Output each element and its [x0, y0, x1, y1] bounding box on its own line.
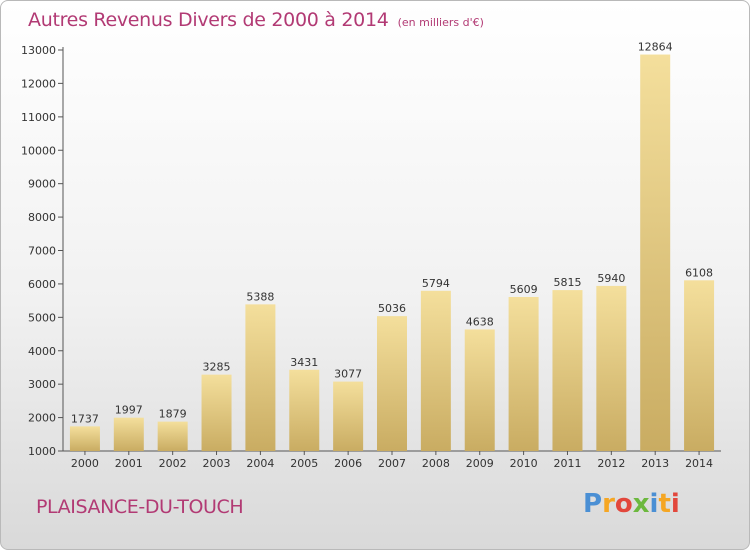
bar-value-label: 5815 [553, 276, 581, 289]
y-tick-label: 4000 [28, 345, 56, 358]
bar-layer: 1737 1997 1879 3285 5388 3431 3077 5036 5794 4638… [69, 41, 715, 451]
bar [113, 417, 144, 451]
bar [157, 421, 188, 451]
x-tick-label: 2002 [159, 457, 187, 470]
bar-value-label: 3077 [334, 368, 362, 381]
x-tick-label: 2014 [685, 457, 713, 470]
y-tick-label: 12000 [21, 77, 56, 90]
x-tick-label: 2009 [466, 457, 494, 470]
bar-value-label: 5794 [422, 277, 450, 290]
bar-value-label: 1737 [71, 412, 99, 425]
bar [245, 304, 276, 451]
logo-letter: x [632, 489, 650, 519]
bar [69, 426, 100, 451]
x-tick-label: 2013 [641, 457, 669, 470]
x-tick-label: 2004 [246, 457, 274, 470]
bar-value-label: 1879 [159, 408, 187, 421]
y-tick-label: 2000 [28, 412, 56, 425]
bar [333, 381, 364, 451]
bar [289, 369, 320, 451]
x-tick-label: 2005 [290, 457, 318, 470]
bar [552, 290, 583, 451]
chart-subtitle: (en milliers d'€) [397, 16, 484, 29]
bar-value-label: 5940 [597, 272, 625, 285]
y-tick-label: 7000 [28, 245, 56, 258]
bar-value-label: 5609 [510, 283, 538, 296]
bar [464, 329, 495, 451]
bar-value-label: 4638 [466, 315, 494, 328]
bar-value-label: 3285 [203, 361, 231, 374]
bar-value-label: 12864 [638, 41, 673, 54]
bar-value-label: 6108 [685, 266, 713, 279]
logo-letter: r [602, 489, 615, 519]
bar-value-label: 5036 [378, 302, 406, 315]
bar [420, 290, 451, 451]
bar-value-label: 1997 [115, 404, 143, 417]
chart-title: Autres Revenus Divers de 2000 à 2014 [28, 9, 389, 31]
y-tick-label: 3000 [28, 378, 56, 391]
logo-letter: t [658, 489, 671, 519]
location-label: PLAISANCE-DU-TOUCH [36, 496, 244, 518]
x-tick-label: 2011 [553, 457, 581, 470]
logo-letter: i [649, 489, 659, 519]
x-tick-label: 2003 [203, 457, 231, 470]
bar-value-label: 5388 [246, 290, 274, 303]
x-tick-label: 2000 [71, 457, 99, 470]
y-tick-label: 11000 [21, 111, 56, 124]
x-tick-label: 2007 [378, 457, 406, 470]
logo-letter: i [670, 489, 680, 519]
x-tick-label: 2006 [334, 457, 362, 470]
proxiti-logo: Proxiti [583, 489, 680, 519]
x-tick-label: 2010 [510, 457, 538, 470]
bar [640, 54, 671, 451]
y-tick-label: 9000 [28, 178, 56, 191]
y-tick-label: 10000 [21, 144, 56, 157]
bar [684, 280, 715, 451]
bar [596, 285, 627, 451]
bar [508, 296, 539, 451]
x-tick-label: 2008 [422, 457, 450, 470]
chart-title-block: Autres Revenus Divers de 2000 à 2014 (en… [28, 9, 484, 31]
bar-value-label: 3431 [290, 356, 318, 369]
y-tick-label: 1000 [28, 445, 56, 458]
y-tick-label: 8000 [28, 211, 56, 224]
bar [201, 374, 232, 451]
x-tick-label: 2001 [115, 457, 143, 470]
y-tick-label: 6000 [28, 278, 56, 291]
logo-letter: o [614, 489, 633, 519]
logo-letter: P [583, 489, 603, 519]
x-tick-label: 2012 [597, 457, 625, 470]
y-tick-label: 13000 [21, 44, 56, 57]
y-tick-label: 5000 [28, 311, 56, 324]
bar [377, 316, 407, 451]
